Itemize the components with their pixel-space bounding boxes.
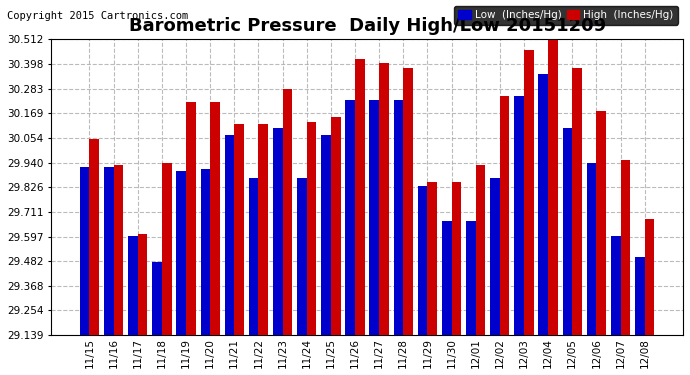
Bar (210, 102, 220, 335)
Bar (369, 100, 379, 335)
Bar (514, 96, 524, 335)
Bar (128, 236, 138, 335)
Legend: Low  (Inches/Hg), High  (Inches/Hg): Low (Inches/Hg), High (Inches/Hg) (454, 6, 678, 25)
Bar (442, 221, 451, 335)
Bar (186, 102, 196, 335)
Text: Copyright 2015 Cartronics.com: Copyright 2015 Cartronics.com (7, 11, 188, 21)
Bar (355, 59, 364, 335)
Bar (393, 100, 403, 335)
Bar (249, 178, 259, 335)
Bar (201, 169, 210, 335)
Bar (307, 122, 317, 335)
Bar (379, 63, 388, 335)
Bar (259, 124, 268, 335)
Bar (162, 163, 172, 335)
Bar (572, 68, 582, 335)
Bar (90, 139, 99, 335)
Bar (322, 135, 331, 335)
Bar (611, 236, 620, 335)
Bar (500, 96, 509, 335)
Bar (403, 68, 413, 335)
Bar (273, 128, 283, 335)
Bar (548, 40, 558, 335)
Bar (524, 51, 533, 335)
Bar (475, 165, 485, 335)
Bar (635, 258, 644, 335)
Bar (596, 111, 606, 335)
Bar (114, 165, 124, 335)
Bar (490, 178, 500, 335)
Bar (235, 124, 244, 335)
Bar (562, 128, 572, 335)
Bar (297, 178, 307, 335)
Bar (644, 219, 654, 335)
Bar (586, 163, 596, 335)
Bar (104, 167, 114, 335)
Bar (177, 171, 186, 335)
Bar (138, 234, 148, 335)
Title: Barometric Pressure  Daily High/Low 20151209: Barometric Pressure Daily High/Low 20151… (128, 17, 606, 35)
Bar (451, 182, 461, 335)
Bar (331, 117, 341, 335)
Bar (283, 89, 293, 335)
Bar (427, 182, 437, 335)
Bar (466, 221, 475, 335)
Bar (417, 186, 427, 335)
Bar (225, 135, 235, 335)
Bar (80, 167, 90, 335)
Bar (152, 262, 162, 335)
Bar (538, 74, 548, 335)
Bar (620, 160, 630, 335)
Bar (345, 100, 355, 335)
